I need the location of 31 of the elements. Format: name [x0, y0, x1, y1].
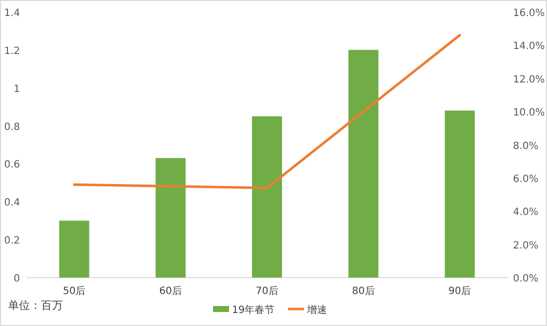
bar	[156, 158, 186, 278]
bar	[252, 116, 282, 278]
y-tick-label: 1.4	[4, 8, 20, 19]
legend-label: 增速	[306, 304, 327, 316]
legend-label: 19年春节	[232, 304, 275, 316]
y-tick-label: 1.2	[4, 46, 20, 57]
y2-tick-label: 8.0%	[513, 140, 538, 152]
y2-tick-label: 16.0%	[513, 8, 545, 19]
bar	[59, 220, 90, 278]
y2-tick-label: 6.0%	[513, 174, 538, 185]
y2-tick-label: 12.0%	[513, 74, 545, 86]
x-tick-label: 70后	[256, 285, 278, 297]
y2-tick-label: 10.0%	[513, 108, 545, 119]
y-tick-label: 0	[14, 274, 20, 285]
y2-tick-label: 2.0%	[513, 240, 538, 252]
y-tick-label: 0.6	[4, 160, 20, 171]
text: 单位：百万	[8, 299, 63, 312]
x-tick-label: 90后	[448, 285, 472, 297]
x-tick-label: 60后	[159, 285, 182, 297]
y-tick-label: 0.2	[4, 236, 20, 247]
bar	[444, 110, 475, 278]
x-tick-label: 80后	[352, 285, 375, 297]
line-series	[72, 34, 462, 190]
y2-tick-label: 0.0%	[513, 274, 538, 285]
x-tick-label: 50后	[62, 285, 86, 297]
bar	[348, 50, 378, 278]
y-tick-label: 1	[14, 84, 20, 95]
y-tick-label: 0.4	[4, 198, 20, 209]
y2-tick-label: 4.0%	[513, 207, 538, 218]
y-tick-label: 0.8	[4, 122, 20, 133]
y2-tick-label: 14.0%	[513, 41, 545, 52]
